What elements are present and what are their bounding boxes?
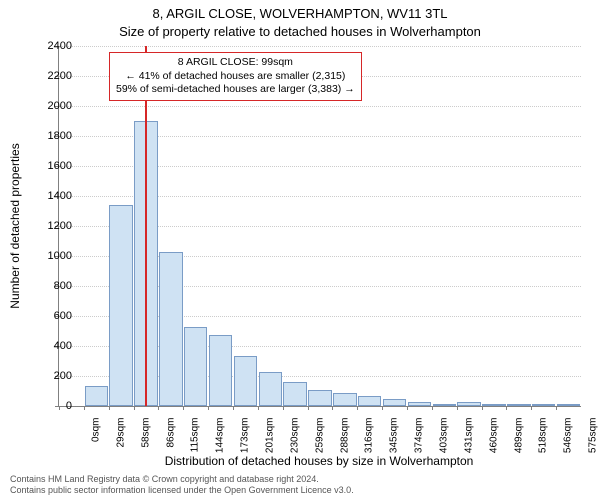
xtick-label: 173sqm <box>240 418 251 460</box>
xtick-label: 201sqm <box>265 418 276 460</box>
ytick-label: 800 <box>32 280 72 292</box>
xtick-label: 489sqm <box>513 418 524 460</box>
grid-line <box>59 106 581 107</box>
xtick-mark <box>84 406 85 410</box>
histogram-bar <box>557 404 580 406</box>
histogram-bar <box>532 404 555 406</box>
ytick-label: 2000 <box>32 100 72 112</box>
xtick-mark <box>134 406 135 410</box>
ytick-label: 400 <box>32 340 72 352</box>
xtick-label: 374sqm <box>414 418 425 460</box>
histogram-bar <box>333 393 356 407</box>
xtick-label: 144sqm <box>215 418 226 460</box>
xtick-mark <box>208 406 209 410</box>
xtick-mark <box>556 406 557 410</box>
histogram-bar <box>283 382 306 406</box>
xtick-mark <box>158 406 159 410</box>
xtick-mark <box>283 406 284 410</box>
ytick-label: 200 <box>32 370 72 382</box>
xtick-label: 0sqm <box>91 418 102 460</box>
histogram-bar <box>109 205 132 406</box>
xtick-label: 403sqm <box>439 418 450 460</box>
xtick-mark <box>457 406 458 410</box>
footer-text: Contains HM Land Registry data © Crown c… <box>10 474 590 496</box>
ytick-label: 2400 <box>32 40 72 52</box>
plot-area: 8 ARGIL CLOSE: 99sqm ← 41% of detached h… <box>58 46 581 407</box>
xtick-mark <box>233 406 234 410</box>
xtick-mark <box>531 406 532 410</box>
xtick-mark <box>308 406 309 410</box>
xtick-label: 431sqm <box>463 418 474 460</box>
xtick-label: 460sqm <box>488 418 499 460</box>
xtick-mark <box>506 406 507 410</box>
xtick-label: 29sqm <box>115 418 126 460</box>
xtick-mark <box>109 406 110 410</box>
xtick-mark <box>183 406 184 410</box>
ytick-label: 1600 <box>32 160 72 172</box>
footer-line-1: Contains HM Land Registry data © Crown c… <box>10 474 590 485</box>
ytick-label: 1200 <box>32 220 72 232</box>
ytick-label: 600 <box>32 310 72 322</box>
annotation-box: 8 ARGIL CLOSE: 99sqm ← 41% of detached h… <box>109 52 362 101</box>
xtick-mark <box>332 406 333 410</box>
xtick-label: 316sqm <box>364 418 375 460</box>
ytick-label: 1400 <box>32 190 72 202</box>
xtick-label: 230sqm <box>289 418 300 460</box>
xtick-label: 86sqm <box>165 418 176 460</box>
xtick-label: 58sqm <box>140 418 151 460</box>
histogram-bar <box>507 404 530 406</box>
annotation-line-1: 8 ARGIL CLOSE: 99sqm <box>116 56 355 70</box>
xtick-label: 345sqm <box>389 418 400 460</box>
xtick-mark <box>382 406 383 410</box>
histogram-bar <box>457 402 480 406</box>
histogram-bar <box>85 386 108 406</box>
xtick-mark <box>432 406 433 410</box>
xtick-label: 575sqm <box>588 418 599 460</box>
histogram-bar <box>358 396 381 407</box>
xtick-label: 259sqm <box>314 418 325 460</box>
histogram-bar <box>209 335 232 406</box>
histogram-bar <box>433 404 456 406</box>
histogram-bar <box>159 252 182 407</box>
ytick-label: 0 <box>32 400 72 412</box>
histogram-bar <box>383 399 406 406</box>
ytick-label: 1000 <box>32 250 72 262</box>
ytick-label: 1800 <box>32 130 72 142</box>
chart-title-sub: Size of property relative to detached ho… <box>0 24 600 39</box>
y-axis-label: Number of detached properties <box>8 143 22 308</box>
xtick-label: 546sqm <box>563 418 574 460</box>
histogram-bar <box>234 356 257 406</box>
chart-title-main: 8, ARGIL CLOSE, WOLVERHAMPTON, WV11 3TL <box>0 6 600 21</box>
annotation-line-2: ← 41% of detached houses are smaller (2,… <box>116 70 355 84</box>
histogram-bar <box>308 390 331 407</box>
histogram-bar <box>259 372 282 406</box>
footer-line-2: Contains public sector information licen… <box>10 485 590 496</box>
histogram-bar <box>184 327 207 407</box>
histogram-bar <box>482 404 505 406</box>
xtick-mark <box>407 406 408 410</box>
xtick-mark <box>357 406 358 410</box>
xtick-mark <box>258 406 259 410</box>
xtick-mark <box>482 406 483 410</box>
ytick-label: 2200 <box>32 70 72 82</box>
xtick-label: 288sqm <box>339 418 350 460</box>
chart-container: 8, ARGIL CLOSE, WOLVERHAMPTON, WV11 3TL … <box>0 0 600 500</box>
annotation-line-3: 59% of semi-detached houses are larger (… <box>116 83 355 97</box>
xtick-label: 518sqm <box>538 418 549 460</box>
grid-line <box>59 46 581 47</box>
xtick-label: 115sqm <box>190 418 201 460</box>
histogram-bar <box>408 402 431 407</box>
